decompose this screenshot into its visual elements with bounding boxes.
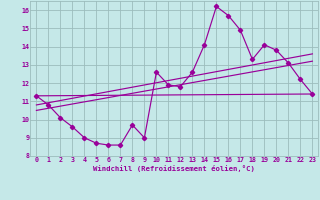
X-axis label: Windchill (Refroidissement éolien,°C): Windchill (Refroidissement éolien,°C) (93, 165, 255, 172)
